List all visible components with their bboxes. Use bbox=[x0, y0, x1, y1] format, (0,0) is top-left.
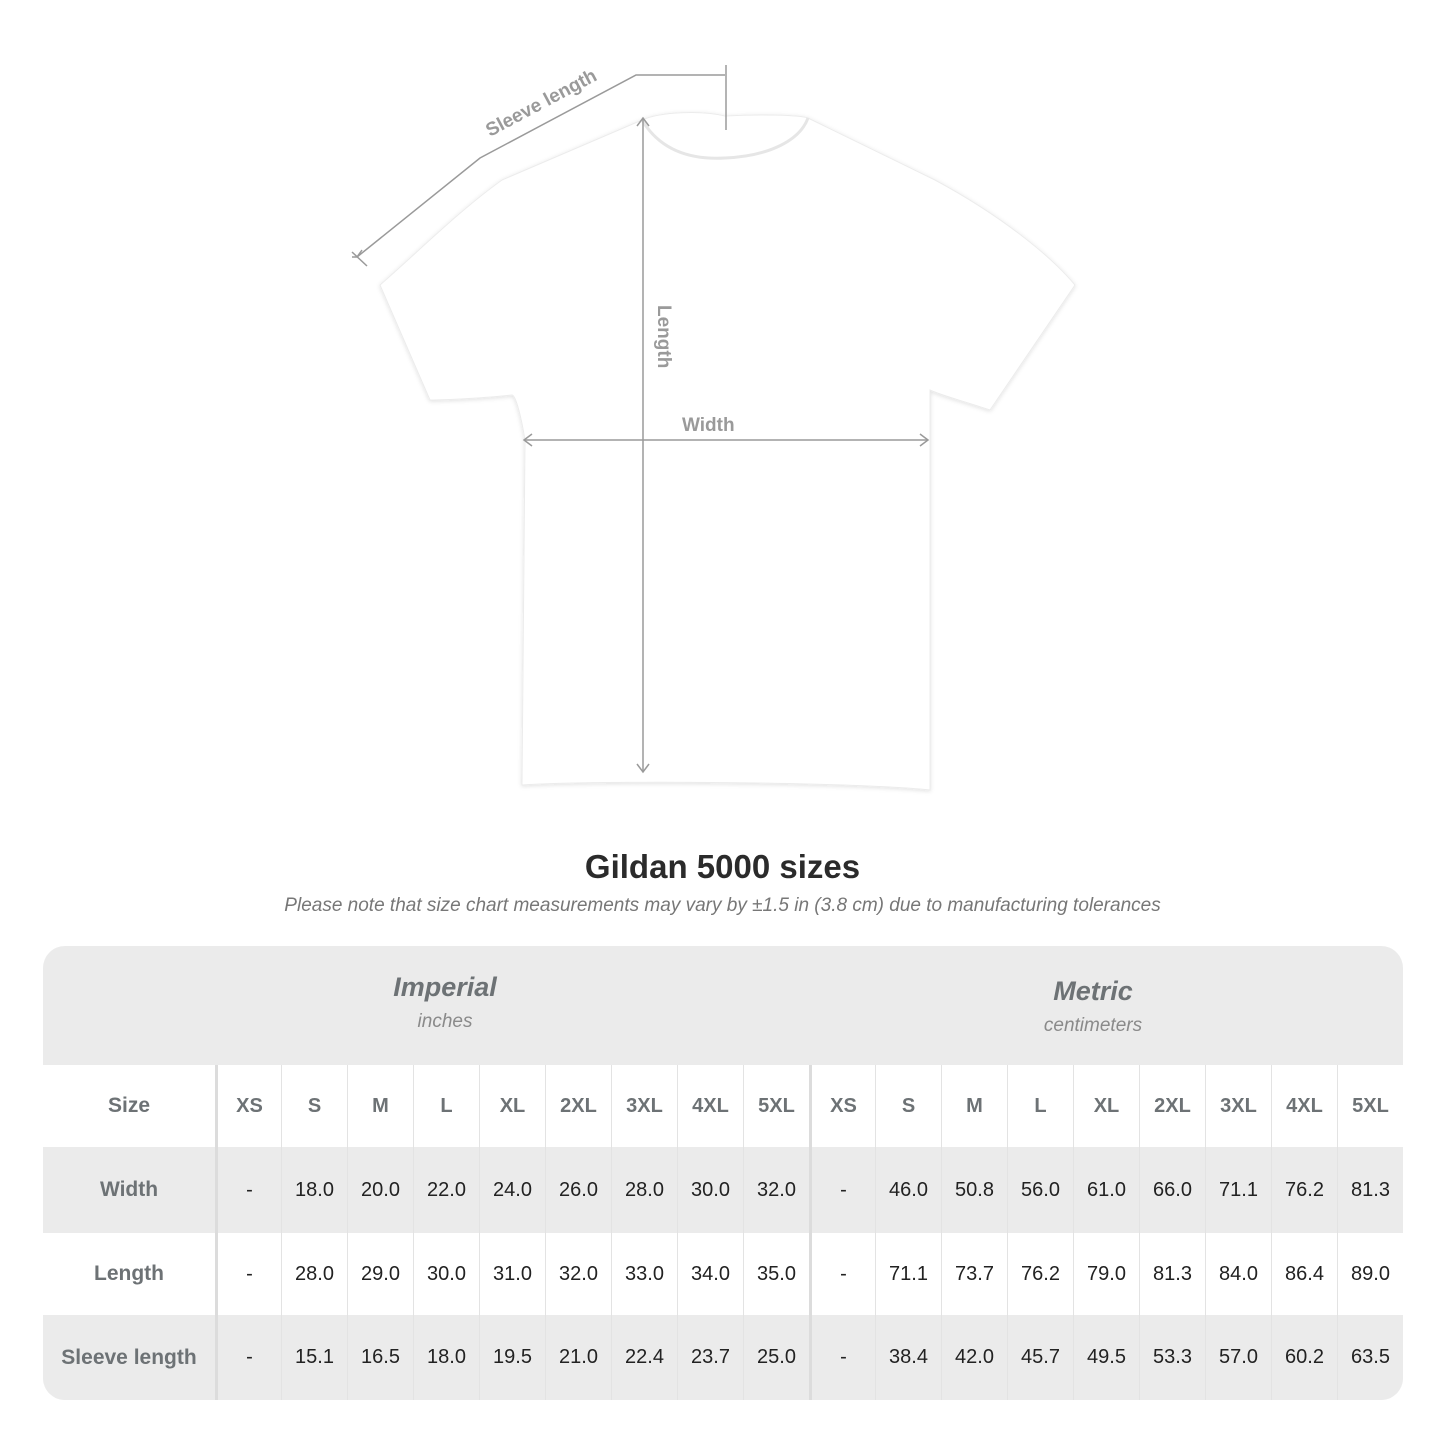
metric-size-header-s: S bbox=[875, 1065, 941, 1147]
imperial-size-header-xs: XS bbox=[215, 1065, 281, 1147]
imperial-size-header-l: L bbox=[413, 1065, 479, 1147]
imperial-value-cell: 21.0 bbox=[545, 1315, 611, 1400]
tolerance-note: Please note that size chart measurements… bbox=[284, 895, 1161, 916]
imperial-value-cell: 34.0 bbox=[677, 1233, 743, 1315]
imperial-value-cell: 25.0 bbox=[743, 1315, 809, 1400]
imperial-value-cell: 22.4 bbox=[611, 1315, 677, 1400]
imperial-size-header-xl: XL bbox=[479, 1065, 545, 1147]
imperial-title: Imperial bbox=[393, 972, 497, 1002]
sleeve-length-line bbox=[356, 74, 725, 258]
metric-value-cell: 66.0 bbox=[1139, 1147, 1205, 1233]
metric-value-cell: 56.0 bbox=[1007, 1147, 1073, 1233]
imperial-value-cell: 24.0 bbox=[479, 1147, 545, 1233]
imperial-size-header-3xl: 3XL bbox=[611, 1065, 677, 1147]
metric-value-cell: 38.4 bbox=[875, 1315, 941, 1400]
metric-value-cell: 50.8 bbox=[941, 1147, 1007, 1233]
metric-size-header-m: M bbox=[941, 1065, 1007, 1147]
metric-value-cell: 71.1 bbox=[1205, 1147, 1271, 1233]
metric-value-cell: 76.2 bbox=[1271, 1147, 1337, 1233]
imperial-value-cell: 19.5 bbox=[479, 1315, 545, 1400]
metric-value-cell: 61.0 bbox=[1073, 1147, 1139, 1233]
imperial-value-cell: - bbox=[215, 1147, 281, 1233]
metric-value-cell: 73.7 bbox=[941, 1233, 1007, 1315]
metric-title: Metric bbox=[1053, 976, 1133, 1006]
imperial-size-header-s: S bbox=[281, 1065, 347, 1147]
metric-value-cell: 57.0 bbox=[1205, 1315, 1271, 1400]
imperial-value-cell: 22.0 bbox=[413, 1147, 479, 1233]
width-label: Width bbox=[682, 415, 735, 436]
imperial-value-cell: 20.0 bbox=[347, 1147, 413, 1233]
row-label-length: Length bbox=[43, 1233, 215, 1315]
metric-value-cell: - bbox=[809, 1315, 875, 1400]
metric-size-header-2xl: 2XL bbox=[1139, 1065, 1205, 1147]
imperial-value-cell: 30.0 bbox=[413, 1233, 479, 1315]
metric-value-cell: 71.1 bbox=[875, 1233, 941, 1315]
imperial-unit: inches bbox=[417, 1011, 473, 1032]
imperial-value-cell: 28.0 bbox=[611, 1147, 677, 1233]
imperial-header: Imperial inches bbox=[215, 946, 675, 1089]
chart-title: Gildan 5000 sizes bbox=[584, 848, 861, 885]
row-label-sleeve-length: Sleeve length bbox=[43, 1315, 215, 1400]
imperial-value-cell: - bbox=[215, 1315, 281, 1400]
imperial-value-cell: 18.0 bbox=[281, 1147, 347, 1233]
metric-value-cell: 63.5 bbox=[1337, 1315, 1403, 1400]
metric-value-cell: 42.0 bbox=[941, 1315, 1007, 1400]
metric-size-header-3xl: 3XL bbox=[1205, 1065, 1271, 1147]
imperial-value-cell: 18.0 bbox=[413, 1315, 479, 1400]
measurement-lines bbox=[351, 65, 930, 774]
metric-value-cell: - bbox=[809, 1147, 875, 1233]
metric-value-cell: 81.3 bbox=[1139, 1233, 1205, 1315]
imperial-value-cell: 32.0 bbox=[545, 1233, 611, 1315]
metric-unit: centimeters bbox=[1043, 1015, 1143, 1036]
metric-size-header-xl: XL bbox=[1073, 1065, 1139, 1147]
imperial-value-cell: 33.0 bbox=[611, 1233, 677, 1315]
size-table: Imperial inches Metric centimeters Size X… bbox=[43, 946, 1403, 1400]
metric-value-cell: 53.3 bbox=[1139, 1315, 1205, 1400]
imperial-value-cell: 35.0 bbox=[743, 1233, 809, 1315]
imperial-size-header-5xl: 5XL bbox=[743, 1065, 809, 1147]
metric-value-cell: 45.7 bbox=[1007, 1315, 1073, 1400]
imperial-size-header-2xl: 2XL bbox=[545, 1065, 611, 1147]
imperial-value-cell: 29.0 bbox=[347, 1233, 413, 1315]
metric-value-cell: 49.5 bbox=[1073, 1315, 1139, 1400]
imperial-value-cell: 16.5 bbox=[347, 1315, 413, 1400]
metric-value-cell: 81.3 bbox=[1337, 1147, 1403, 1233]
metric-header: Metric centimeters bbox=[809, 946, 1377, 1093]
length-label: Length bbox=[653, 305, 674, 368]
row-label-width: Width bbox=[43, 1147, 215, 1233]
metric-size-header-5xl: 5XL bbox=[1337, 1065, 1403, 1147]
imperial-value-cell: 15.1 bbox=[281, 1315, 347, 1400]
imperial-value-cell: 31.0 bbox=[479, 1233, 545, 1315]
metric-value-cell: 89.0 bbox=[1337, 1233, 1403, 1315]
metric-value-cell: 60.2 bbox=[1271, 1315, 1337, 1400]
metric-size-header-4xl: 4XL bbox=[1271, 1065, 1337, 1147]
imperial-size-header-m: M bbox=[347, 1065, 413, 1147]
metric-value-cell: - bbox=[809, 1233, 875, 1315]
tshirt-shape bbox=[379, 112, 1076, 791]
imperial-value-cell: 32.0 bbox=[743, 1147, 809, 1233]
metric-size-header-xs: XS bbox=[809, 1065, 875, 1147]
metric-size-header-l: L bbox=[1007, 1065, 1073, 1147]
imperial-size-header-4xl: 4XL bbox=[677, 1065, 743, 1147]
size-grid: Size XS S M L XL 2XL 3XL 4XL 5XL XS S M L XL 2XL 3XL 4XL 5… bbox=[43, 1065, 1403, 1400]
metric-value-cell: 86.4 bbox=[1271, 1233, 1337, 1315]
size-header-label: Size bbox=[43, 1065, 215, 1147]
imperial-value-cell: 30.0 bbox=[677, 1147, 743, 1233]
metric-value-cell: 79.0 bbox=[1073, 1233, 1139, 1315]
imperial-value-cell: 23.7 bbox=[677, 1315, 743, 1400]
metric-value-cell: 46.0 bbox=[875, 1147, 941, 1233]
tshirt-diagram: Sleeve length Length Width bbox=[351, 65, 1076, 791]
imperial-value-cell: 26.0 bbox=[545, 1147, 611, 1233]
imperial-value-cell: 28.0 bbox=[281, 1233, 347, 1315]
imperial-value-cell: - bbox=[215, 1233, 281, 1315]
metric-value-cell: 84.0 bbox=[1205, 1233, 1271, 1315]
metric-value-cell: 76.2 bbox=[1007, 1233, 1073, 1315]
